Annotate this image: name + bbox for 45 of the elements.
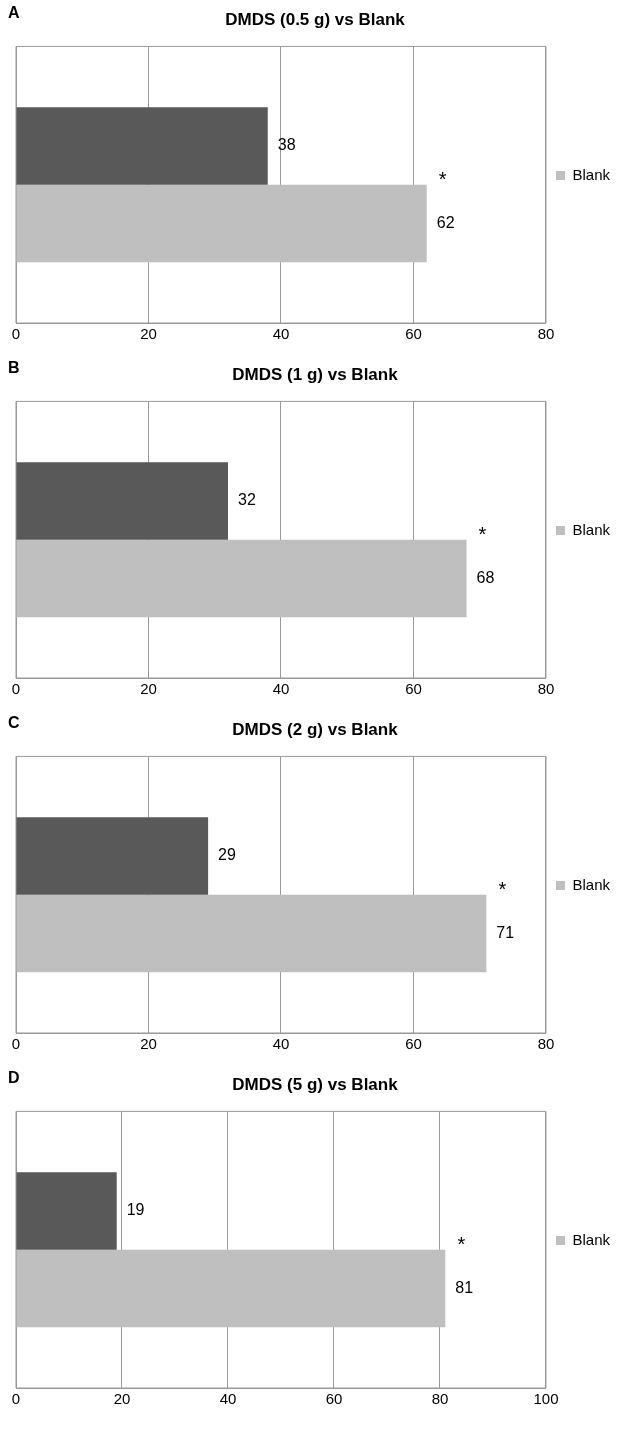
annotation: * [478,523,487,546]
annotation: * [438,168,447,191]
text: C [8,714,20,732]
data-label: 81 [455,1278,474,1296]
x-tick-label: 80 [537,325,555,343]
x-tick-label: 20 [113,1390,131,1408]
x-tick-label: 60 [405,680,422,698]
x-tick-label: 100 [533,1390,559,1408]
legend-label: Blank [572,165,611,183]
x-tick-label: 60 [405,325,422,343]
text: B [8,359,20,377]
x-tick-label: 80 [431,1390,449,1408]
x-tick-label: 40 [272,325,290,343]
data-label: 38 [277,136,296,154]
x-tick-label: 0 [11,680,21,698]
x-tick-label: 0 [11,1390,21,1408]
chart-title: DMDS (5 g) vs Blank [232,1074,399,1094]
chart-title: DMDS (1 g) vs Blank [232,364,399,384]
data-label: 19 [126,1201,145,1219]
x-tick-label: 60 [405,1035,422,1053]
x-tick-label: 0 [11,325,21,343]
data-label: 32 [237,491,256,509]
x-tick-label: 40 [272,680,290,698]
x-tick-label: 40 [219,1390,237,1408]
data-label: 68 [476,568,495,586]
legend-label: Blank [572,1230,611,1248]
x-tick-label: 40 [272,1035,290,1053]
x-tick-label: 60 [325,1390,343,1408]
x-tick-label: 80 [537,1035,555,1053]
x-tick-label: 20 [140,325,157,343]
annotation: * [457,1233,466,1256]
legend-label: Blank [572,520,611,538]
legend-label: Blank [572,875,611,893]
data-label: 62 [436,213,455,231]
data-label: 29 [218,846,237,864]
data-label: 71 [496,923,515,941]
chart-title: DMDS (2 g) vs Blank [232,719,399,739]
x-tick-label: 20 [140,680,157,698]
x-tick-label: 0 [11,1035,21,1053]
chart-title: DMDS (0.5 g) vs Blank [225,9,406,29]
text: A [8,4,20,22]
x-tick-label: 20 [140,1035,157,1053]
text: D [8,1069,20,1087]
annotation: * [498,878,507,901]
x-tick-label: 80 [537,680,555,698]
